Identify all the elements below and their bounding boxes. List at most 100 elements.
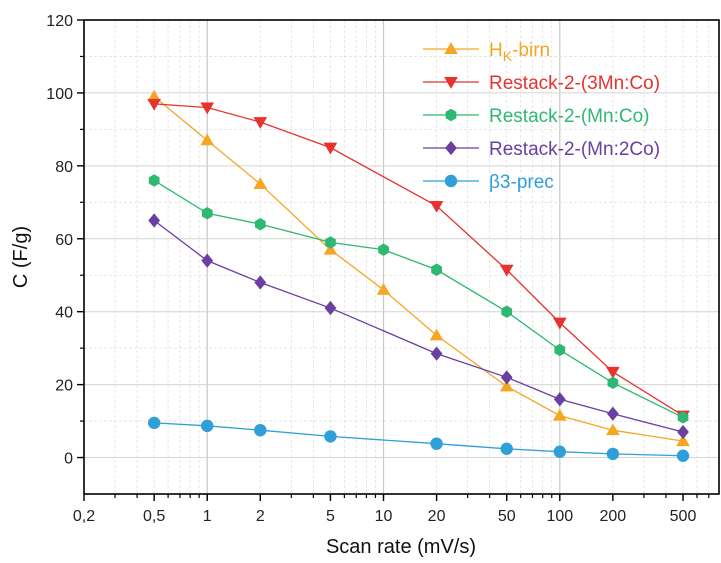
data-point xyxy=(676,434,690,447)
data-point xyxy=(677,411,689,424)
plot-frame xyxy=(83,19,720,495)
legend-marker xyxy=(445,108,457,122)
x-tick-label: 0,5 xyxy=(143,508,165,525)
series-line xyxy=(153,220,684,433)
y-tick-label: 120 xyxy=(46,13,73,30)
series-4 xyxy=(147,416,690,462)
data-point xyxy=(254,423,267,437)
data-point xyxy=(606,447,620,461)
data-point xyxy=(147,89,161,102)
legend-marker xyxy=(444,42,458,54)
legend-label-main: Restack-2-(3Mn:Co) xyxy=(489,73,660,94)
y-tick-label: 0 xyxy=(64,451,73,468)
data-point xyxy=(606,406,619,421)
data-point xyxy=(552,408,567,421)
legend-marker xyxy=(444,77,458,89)
x-tick-label: 100 xyxy=(546,508,573,525)
data-point xyxy=(501,305,513,318)
series-2 xyxy=(148,174,689,424)
data-point xyxy=(430,346,443,361)
data-point xyxy=(254,217,266,231)
series-3 xyxy=(148,213,689,440)
data-point xyxy=(378,243,389,256)
legend-item-0: HK-birn xyxy=(423,40,550,64)
x-tick-label: 50 xyxy=(498,508,516,525)
data-point xyxy=(553,445,566,458)
x-tick-label: 500 xyxy=(670,508,697,525)
legend-label-main: Restack-2-(Mn:2Co) xyxy=(489,139,660,160)
x-tick-label: 20 xyxy=(428,508,446,525)
data-point xyxy=(606,366,620,379)
y-tick-label: 20 xyxy=(55,378,73,395)
data-point xyxy=(676,449,690,462)
legend-item-4: β3-prec xyxy=(423,172,554,193)
series-line xyxy=(153,179,684,419)
data-point xyxy=(376,283,391,295)
data-point xyxy=(431,263,442,276)
data-point xyxy=(324,430,337,443)
legend-label-main: β3-prec xyxy=(489,172,554,193)
data-point xyxy=(606,423,620,436)
x-tick-label: 1 xyxy=(203,508,212,525)
data-point xyxy=(552,317,567,330)
data-point xyxy=(324,300,337,316)
y-axis-title: C (F/g) xyxy=(10,226,32,288)
data-point xyxy=(201,207,213,220)
series-1 xyxy=(147,98,690,423)
legend: HK-birn Restack-2-(3Mn:Co) Restack-2-(Mn:C… xyxy=(423,40,660,193)
legend-label-rest: -birn xyxy=(512,40,550,61)
legend-label-subscript: K xyxy=(503,48,513,64)
legend-label: Restack-2-(3Mn:Co) xyxy=(489,73,660,94)
axis-ticks: 0,2 0,5 1 2 5 10 20 50 100 200 500 0 20 40 60 80 100 120 xyxy=(46,13,710,525)
legend-label-main: Restack-2-(Mn:Co) xyxy=(489,106,649,127)
legend-label: Restack-2-(Mn:2Co) xyxy=(489,139,660,160)
data-point xyxy=(201,419,214,433)
data-point xyxy=(253,117,268,129)
data-point xyxy=(677,424,689,440)
data-point xyxy=(553,392,566,407)
x-axis-title: Scan rate (mV/s) xyxy=(326,536,476,558)
data-point xyxy=(200,102,215,115)
data-point xyxy=(554,343,566,357)
data-point xyxy=(253,177,268,190)
data-point xyxy=(500,370,513,385)
y-tick-label: 40 xyxy=(55,305,73,322)
grid xyxy=(84,20,719,494)
series-0 xyxy=(147,89,690,447)
data-point xyxy=(499,264,514,277)
data-point xyxy=(325,236,336,249)
data-point xyxy=(607,376,619,389)
data-point xyxy=(200,133,215,146)
data-point xyxy=(499,379,514,392)
data-point xyxy=(147,416,161,430)
series-line xyxy=(153,96,684,442)
x-tick-label: 200 xyxy=(600,508,627,525)
legend-label: Restack-2-(Mn:Co) xyxy=(489,106,649,127)
data-point xyxy=(147,98,161,111)
legend-item-3: Restack-2-(Mn:2Co) xyxy=(423,139,660,160)
data-point xyxy=(323,142,338,155)
y-tick-label: 60 xyxy=(55,232,73,249)
x-tick-label: 5 xyxy=(326,508,335,525)
data-point xyxy=(500,442,513,455)
data-point xyxy=(429,200,444,213)
data-point xyxy=(430,437,443,450)
data-point xyxy=(201,253,214,268)
legend-label: HK-birn xyxy=(489,40,550,64)
legend-label: β3-prec xyxy=(489,172,554,193)
data-point xyxy=(323,242,338,255)
x-tick-label: 2 xyxy=(256,508,265,525)
legend-item-2: Restack-2-(Mn:Co) xyxy=(423,106,649,127)
data-point xyxy=(429,328,444,341)
series-layer xyxy=(147,89,690,462)
data-point xyxy=(148,174,160,187)
data-point xyxy=(148,213,161,228)
legend-marker xyxy=(444,174,458,188)
legend-marker xyxy=(445,140,457,156)
legend-item-1: Restack-2-(3Mn:Co) xyxy=(423,73,660,94)
x-tick-label: 0,2 xyxy=(73,508,95,525)
data-point xyxy=(254,275,267,290)
y-tick-label: 100 xyxy=(46,86,73,103)
y-tick-label: 80 xyxy=(55,159,73,176)
